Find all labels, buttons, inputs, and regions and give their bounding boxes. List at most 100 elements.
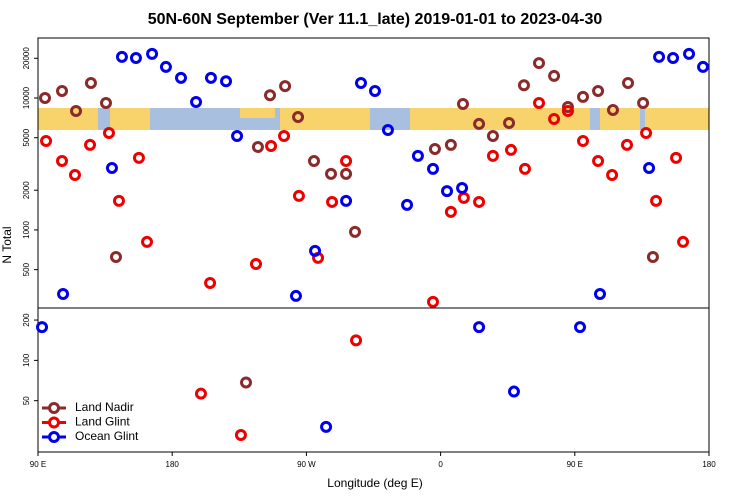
data-point — [411, 149, 424, 162]
data-point — [381, 124, 394, 137]
legend-label: Land Glint — [75, 415, 130, 429]
data-point — [70, 105, 83, 118]
data-point — [174, 71, 187, 84]
map-land — [110, 108, 150, 130]
data-point — [84, 76, 97, 89]
map-land — [38, 108, 98, 130]
data-point — [592, 85, 605, 98]
y-tick-label: 20000 — [22, 47, 31, 70]
data-point — [401, 198, 414, 211]
data-point — [561, 105, 574, 118]
x-tick-label: 180 — [166, 460, 180, 469]
data-point — [428, 142, 441, 155]
data-point — [251, 141, 264, 154]
data-point — [308, 155, 321, 168]
data-point — [697, 60, 710, 73]
data-point — [486, 149, 499, 162]
data-point — [292, 110, 305, 123]
data-point — [577, 90, 590, 103]
x-tick-label: 180 — [702, 460, 716, 469]
data-point — [340, 194, 353, 207]
data-point — [473, 117, 486, 130]
data-point — [622, 76, 635, 89]
data-point — [667, 52, 680, 65]
data-point — [368, 85, 381, 98]
data-point — [250, 257, 263, 270]
data-point — [606, 104, 619, 117]
data-point — [457, 191, 470, 204]
data-point — [507, 385, 520, 398]
data-point — [561, 100, 574, 113]
data-point — [56, 85, 69, 98]
data-point — [518, 162, 531, 175]
data-point — [548, 69, 561, 82]
map-land — [645, 108, 709, 130]
data-point — [426, 162, 439, 175]
data-point — [240, 376, 253, 389]
data-point — [354, 76, 367, 89]
data-point — [39, 92, 52, 105]
legend-marker — [48, 431, 60, 443]
data-point — [289, 289, 302, 302]
data-point — [204, 71, 217, 84]
data-point — [340, 155, 353, 168]
data-point — [105, 161, 118, 174]
x-axis-label: Longitude (deg E) — [327, 476, 422, 490]
data-point — [194, 387, 207, 400]
data-point — [503, 116, 516, 129]
map-land — [600, 108, 640, 130]
data-point — [129, 52, 142, 65]
y-tick-label: 500 — [22, 262, 31, 276]
data-point — [504, 143, 517, 156]
data-point — [643, 161, 656, 174]
data-point — [264, 89, 277, 102]
y-axis-label: N Total — [0, 226, 14, 263]
data-point — [292, 189, 305, 202]
data-point — [36, 321, 49, 334]
y-tick-label: 100 — [22, 353, 31, 367]
data-point — [56, 155, 69, 168]
data-point — [99, 96, 112, 109]
data-point — [486, 130, 499, 143]
data-point — [606, 168, 619, 181]
data-point — [574, 321, 587, 334]
map-band — [38, 108, 709, 130]
x-tick-label: 0 — [438, 460, 443, 469]
data-point — [517, 79, 530, 92]
y-tick-label: 1000 — [22, 220, 31, 238]
y-tick-label: 50 — [22, 396, 31, 405]
data-point — [426, 295, 439, 308]
data-point — [102, 126, 115, 139]
data-point — [279, 80, 292, 93]
data-point — [326, 195, 339, 208]
data-point — [265, 139, 278, 152]
data-point — [115, 50, 128, 63]
x-tick-label: 90 W — [297, 460, 316, 469]
data-point — [132, 151, 145, 164]
data-point — [204, 277, 217, 290]
data-point — [593, 287, 606, 300]
map-land — [410, 108, 590, 130]
data-point — [309, 244, 322, 257]
data-point — [444, 205, 457, 218]
data-point — [231, 130, 244, 143]
plot-frame — [37, 37, 710, 453]
data-point — [220, 75, 233, 88]
y-tick-label: 2000 — [22, 181, 31, 199]
data-point — [320, 420, 333, 433]
chart-title: 50N-60N September (Ver 11.1_late) 2019-0… — [148, 11, 603, 28]
y-tick-label: 10000 — [22, 86, 31, 109]
data-point — [146, 47, 159, 60]
data-point — [473, 195, 486, 208]
data-point — [653, 50, 666, 63]
data-point — [234, 429, 247, 442]
data-point — [112, 194, 125, 207]
x-tick-label: 90 E — [567, 460, 583, 469]
data-point — [456, 98, 469, 111]
data-point — [533, 96, 546, 109]
y-tick-label: 5000 — [22, 128, 31, 146]
data-point — [325, 167, 338, 180]
data-point — [577, 135, 590, 148]
data-point — [592, 155, 605, 168]
